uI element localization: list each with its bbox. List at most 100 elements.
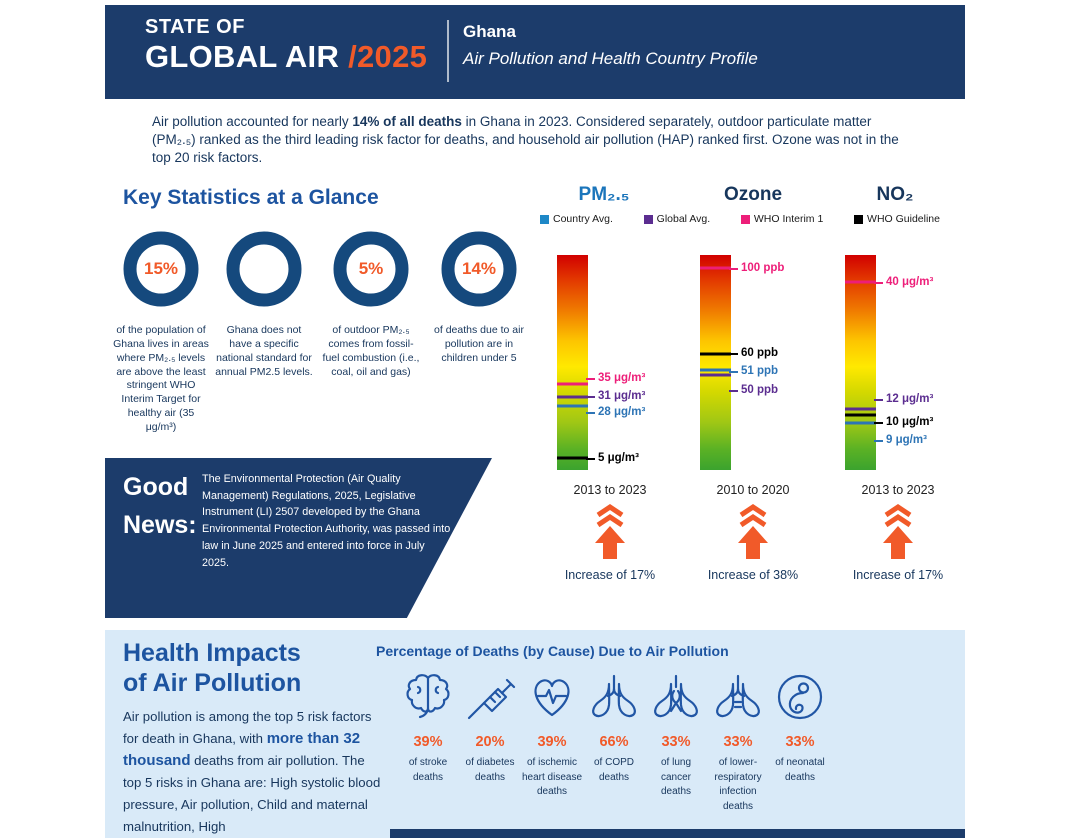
intro-text-2: in Ghana in 2023. Considered separately,… xyxy=(152,114,899,166)
ozone-gauge: 100 ppb 60 ppb 51 ppb 50 ppb 2010 to 2020 I… xyxy=(683,255,823,595)
donut-ring-icon xyxy=(441,231,517,307)
gradient-bar xyxy=(700,255,731,470)
legend-swatch-country xyxy=(540,214,549,224)
stat-pm-exposure: 15% of the population of Ghana lives in … xyxy=(112,228,210,435)
good-news-label-line1: Good xyxy=(123,473,189,501)
legend-label: WHO Guideline xyxy=(867,213,940,225)
stat-caption: Ghana does not have a specific national … xyxy=(215,324,313,378)
brand-line1: STATE OF xyxy=(145,16,245,38)
no2-bar-area: 40 μg/m³ 12 μg/m³ 10 μg/m³ 9 μg/m³ xyxy=(828,255,968,470)
donut-percent: 15% xyxy=(143,259,179,278)
donut-ring-icon xyxy=(123,231,199,307)
ozone-bar-area: 100 ppb 60 ppb 51 ppb 50 ppb xyxy=(683,255,823,470)
good-news-label-line2: News: xyxy=(123,511,197,539)
cause-lung-cancer: 33% of lung cancer deaths xyxy=(645,660,707,814)
legend-who-interim: WHO Interim 1 xyxy=(740,213,824,225)
increase-arrow-icon xyxy=(883,504,913,559)
health-body-bold: more than 32 thousand xyxy=(123,730,361,769)
increase-arrow-icon xyxy=(738,504,768,559)
trend-period: 2010 to 2020 xyxy=(716,483,790,497)
no2-gauge: 40 μg/m³ 12 μg/m³ 10 μg/m³ 9 μg/m³ 2013 to … xyxy=(828,255,968,595)
marker-line-country-avg xyxy=(845,421,876,425)
no2-title: NO₂ xyxy=(876,184,914,205)
legend-global-avg: Global Avg. xyxy=(643,213,710,225)
increase-arrow-icon xyxy=(595,504,625,559)
stat-child-deaths: 14% of deaths due to air pollution are i… xyxy=(430,228,528,366)
marker-line-global-avg xyxy=(845,407,876,411)
cause-caption: of stroke deaths xyxy=(408,757,448,783)
fetus-icon xyxy=(777,674,823,720)
marker-line-who-guideline xyxy=(845,413,876,417)
marker-line-who-guideline xyxy=(557,456,588,460)
marker-line-who-interim-1 xyxy=(700,266,731,270)
marker-label-who-interim-1: 100 ppb xyxy=(728,261,785,274)
donut-percent: 5% xyxy=(358,259,384,278)
legend-swatch-guideline xyxy=(854,214,864,224)
donut-ring-icon xyxy=(333,231,409,307)
legend-country-avg: Country Avg. xyxy=(540,213,613,225)
donut-percent xyxy=(223,228,305,310)
increase-label: Increase of 38% xyxy=(707,568,799,582)
cause-caption: of ischemic heart disease deaths xyxy=(521,757,583,797)
good-news-section: Good News: The Environmental Protection … xyxy=(105,458,492,618)
pm25-gauge: 35 μg/m³ 31 μg/m³ 28 μg/m³ 5 μg/m³ 2013 to … xyxy=(540,255,680,595)
cause-neonatal: 33% of neonatal deaths xyxy=(769,660,831,814)
cause-stroke: 39% of stroke deaths xyxy=(397,660,459,814)
marker-line-who-guideline xyxy=(700,352,731,356)
cause-caption: of lower-respiratory infection deaths xyxy=(714,757,762,812)
health-impacts-section: Health Impacts of Air Pollution Air poll… xyxy=(105,630,965,838)
report-subtitle: Air Pollution and Health Country Profile xyxy=(463,49,758,68)
marker-label-who-guideline: 60 ppb xyxy=(728,346,779,359)
stat-caption: of deaths due to air pollution are in ch… xyxy=(434,324,524,364)
pm25-bar-area: 35 μg/m³ 31 μg/m³ 28 μg/m³ 5 μg/m³ xyxy=(540,255,680,470)
brand-logo: STATE OF GLOBAL AIR /2025 xyxy=(145,16,427,75)
trend-period: 2013 to 2023 xyxy=(861,483,935,497)
cause-percent: 39% xyxy=(537,734,567,750)
donut-chart: 15% xyxy=(120,228,202,310)
cause-ischemic-heart: 39% of ischemic heart disease deaths xyxy=(521,660,583,814)
trend-period: 2013 to 2023 xyxy=(573,483,647,497)
legend-label: WHO Interim 1 xyxy=(753,213,824,225)
marker-label-global-avg: 50 ppb xyxy=(728,384,779,397)
country-name: Ghana xyxy=(463,22,516,41)
cause-copd: 66% of COPD deaths xyxy=(583,660,645,814)
health-title-line2: of Air Pollution xyxy=(123,669,302,697)
pm25-title: PM₂.₅ xyxy=(578,184,630,205)
brand-year: /2025 xyxy=(348,39,428,74)
marker-line-who-interim-1 xyxy=(557,382,588,386)
health-body-2: deaths from air pollution. The top 5 ris… xyxy=(123,753,381,834)
cause-percent: 20% xyxy=(475,734,505,750)
cause-percent: 39% xyxy=(413,734,443,750)
deaths-by-cause-row: 39% of stroke deaths 20% of diabetes dea… xyxy=(397,660,831,814)
ozone-title: Ozone xyxy=(723,184,783,205)
marker-label-country-avg: 51 ppb xyxy=(728,365,779,378)
health-impacts-title: Health Impacts of Air Pollution xyxy=(123,638,301,698)
intro-paragraph: Air pollution accounted for nearly 14% o… xyxy=(152,113,918,167)
donut-ring-icon xyxy=(226,231,302,307)
brand-line2: GLOBAL AIR /2025 xyxy=(145,39,427,75)
cause-caption: of diabetes deaths xyxy=(465,757,515,783)
legend-swatch-interim xyxy=(740,214,750,224)
deaths-by-cause-title: Percentage of Deaths (by Cause) Due to A… xyxy=(376,643,729,659)
cause-caption: of lung cancer deaths xyxy=(660,757,692,797)
donut-percent: 14% xyxy=(461,259,497,278)
marker-line-who-interim-1 xyxy=(845,280,876,284)
increase-label: Increase of 17% xyxy=(852,568,944,582)
stat-caption: of outdoor PM₂.₅ comes from fossil-fuel … xyxy=(322,324,420,378)
marker-line-global-avg xyxy=(700,373,731,377)
good-news-text: The Environmental Protection (Air Qualit… xyxy=(202,473,451,569)
donut-chart: 5% xyxy=(330,228,412,310)
cause-diabetes: 20% of diabetes deaths xyxy=(459,660,521,814)
marker-label-country-avg: 9 μg/m³ xyxy=(874,433,927,446)
cause-percent: 33% xyxy=(661,734,691,750)
marker-label-who-guideline: 10 μg/m³ xyxy=(873,415,934,428)
good-news-label: Good News: xyxy=(123,468,197,544)
stat-caption: of the population of Ghana lives in area… xyxy=(113,324,209,434)
footer-bar xyxy=(390,829,965,838)
marker-label-who-interim-1: 40 μg/m³ xyxy=(873,275,934,288)
marker-label-who-guideline: 5 μg/m³ xyxy=(586,452,639,465)
cause-lower-respiratory: 33% of lower-respiratory infection death… xyxy=(707,660,769,814)
header: STATE OF GLOBAL AIR /2025 Ghana Air Poll… xyxy=(105,5,965,99)
health-title-line1: Health Impacts xyxy=(123,639,301,667)
